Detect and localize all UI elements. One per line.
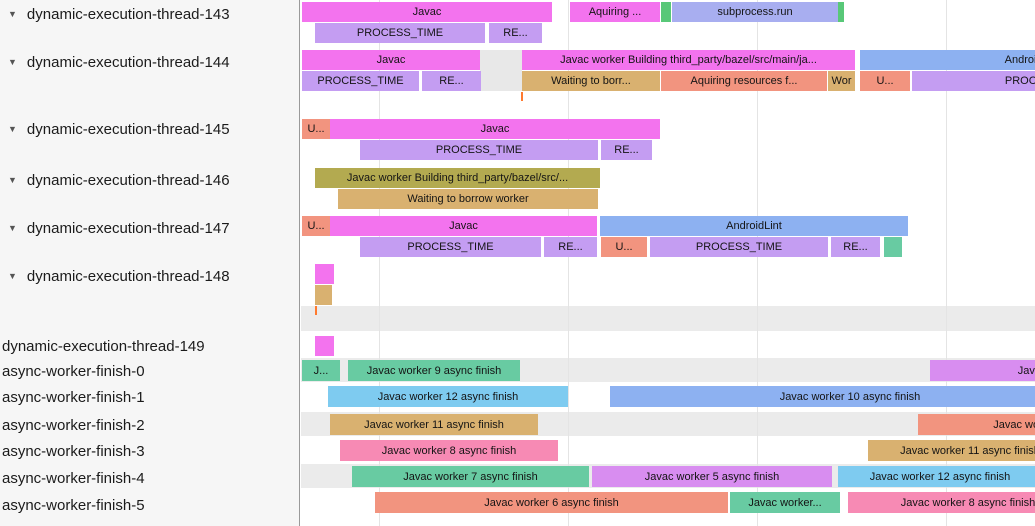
track-label: dynamic-execution-thread-143 (26, 5, 230, 23)
timeline-slice[interactable]: PROCESS_TIME (360, 237, 541, 257)
timeline-slice[interactable]: RE... (831, 237, 880, 257)
time-gridline (379, 0, 380, 526)
track-row-async-worker-finish-3[interactable]: async-worker-finish-3 (0, 440, 299, 462)
timeline-slice[interactable]: Javac worker 11 async finish (330, 414, 538, 435)
timeline-slice[interactable]: Javac worker 12 async finish (328, 386, 568, 407)
track-row-async-worker-finish-4[interactable]: async-worker-finish-4 (0, 467, 299, 489)
timeline-slice[interactable]: PROCESS_TIME (912, 71, 1035, 91)
timeline-slice[interactable]: Waiting to borr... (522, 71, 660, 91)
timeline-slice[interactable]: Javac worker Building third_party/bazel/… (315, 168, 600, 188)
timeline-slice[interactable]: PROCESS_TIME (315, 23, 485, 43)
track-row-dynamic-execution-thread-143[interactable]: ▼ dynamic-execution-thread-143 (0, 3, 299, 25)
timeline-slice[interactable]: Javac worker 11 async finish (868, 440, 1035, 461)
timeline-canvas[interactable]: Javac Aquiring ... subprocess.run PROCESS_T… (301, 0, 1035, 526)
instant-event-tick (315, 306, 317, 315)
timeline-slice[interactable]: subprocess.run (672, 2, 838, 22)
collapse-triangle-icon[interactable]: ▼ (8, 57, 17, 67)
track-row-async-worker-finish-5[interactable]: async-worker-finish-5 (0, 494, 299, 516)
timeline-slice[interactable] (661, 2, 671, 22)
track-row-dynamic-execution-thread-147[interactable]: ▼ dynamic-execution-thread-147 (0, 217, 299, 239)
timeline-slice[interactable]: Javac worker 5 async finish (930, 360, 1035, 381)
timeline-slice[interactable]: Javac worker 7 async finish (352, 466, 589, 487)
timeline-slice[interactable]: Javac (302, 50, 480, 70)
timeline-slice[interactable]: Javac worker 6 async finish (918, 414, 1035, 435)
track-row-async-worker-finish-1[interactable]: async-worker-finish-1 (0, 386, 299, 408)
timeline-slice[interactable]: Javac worker 8 async finish (848, 492, 1035, 513)
timeline-slice[interactable]: U... (302, 119, 330, 139)
track-row-dynamic-execution-thread-149[interactable]: dynamic-execution-thread-149 (0, 335, 299, 357)
timeline-slice[interactable]: RE... (601, 140, 652, 160)
timeline-slice[interactable]: PROCESS_TIME (360, 140, 598, 160)
track-label: async-worker-finish-3 (2, 442, 145, 460)
timeline-slice[interactable]: Aquiring resources f... (661, 71, 827, 91)
timeline-slice[interactable]: AndroidLint (600, 216, 908, 236)
timeline-slice[interactable]: Javac (330, 119, 660, 139)
incomplete-slice-block (480, 50, 522, 91)
timeline-slice[interactable]: Javac worker... (730, 492, 840, 513)
timeline-slice[interactable]: J... (302, 360, 340, 381)
track-row-dynamic-execution-thread-144[interactable]: ▼ dynamic-execution-thread-144 (0, 51, 299, 73)
time-gridline (568, 0, 569, 526)
timeline-slice[interactable] (315, 285, 332, 305)
track-row-async-worker-finish-2[interactable]: async-worker-finish-2 (0, 414, 299, 436)
track-row-async-worker-finish-0[interactable]: async-worker-finish-0 (0, 360, 299, 382)
timeline-slice[interactable]: Javac worker 5 async finish (592, 466, 832, 487)
track-label: dynamic-execution-thread-144 (26, 53, 230, 71)
timeline-slice[interactable]: Javac worker 10 async finish (610, 386, 1035, 407)
track-label: async-worker-finish-5 (2, 496, 145, 514)
track-label: dynamic-execution-thread-147 (26, 219, 230, 237)
timeline-slice[interactable] (838, 2, 844, 22)
track-label: async-worker-finish-1 (2, 388, 145, 406)
track-label-panel: ▼ dynamic-execution-thread-143 ▼ dynamic-ex… (0, 0, 300, 526)
timeline-slice[interactable]: Javac worker Building third_party/bazel/… (522, 50, 855, 70)
track-label: async-worker-finish-0 (2, 362, 145, 380)
track-label: async-worker-finish-2 (2, 416, 145, 434)
timeline-slice[interactable]: RE... (544, 237, 597, 257)
timeline-slice[interactable]: Waiting to borrow worker (338, 189, 598, 209)
timeline-slice[interactable] (884, 237, 902, 257)
timeline-slice[interactable]: U... (302, 216, 330, 236)
timeline-slice[interactable]: Javac worker 6 async finish (375, 492, 728, 513)
collapse-triangle-icon[interactable]: ▼ (8, 271, 17, 281)
timeline-slice[interactable]: Javac (302, 2, 552, 22)
track-label: dynamic-execution-thread-145 (26, 120, 230, 138)
track-row-dynamic-execution-thread-148[interactable]: ▼ dynamic-execution-thread-148 (0, 265, 299, 287)
timeline-slice[interactable]: PROCESS_TIME (650, 237, 828, 257)
timeline-slice[interactable]: AndroidLint (860, 50, 1035, 70)
timeline-slice[interactable]: Javac worker 8 async finish (340, 440, 558, 461)
timeline-slice[interactable]: RE... (422, 71, 481, 91)
track-label: async-worker-finish-4 (2, 469, 145, 487)
track-label: dynamic-execution-thread-149 (2, 337, 205, 355)
time-gridline (757, 0, 758, 526)
timeline-slice[interactable]: U... (601, 237, 647, 257)
timeline-slice[interactable]: RE... (489, 23, 542, 43)
timeline-slice[interactable]: Aquiring ... (570, 2, 660, 22)
track-row-dynamic-execution-thread-145[interactable]: ▼ dynamic-execution-thread-145 (0, 118, 299, 140)
collapse-triangle-icon[interactable]: ▼ (8, 124, 17, 134)
collapse-triangle-icon[interactable]: ▼ (8, 9, 17, 19)
instant-event-tick (521, 92, 523, 101)
timeline-slice[interactable] (315, 336, 334, 356)
timeline-slice[interactable]: PROCESS_TIME (302, 71, 419, 91)
collapse-triangle-icon[interactable]: ▼ (8, 175, 17, 185)
timeline-slice[interactable]: Javac worker 12 async finish (838, 466, 1035, 487)
timeline-slice[interactable]: Javac worker 9 async finish (348, 360, 520, 381)
timeline-slice[interactable] (315, 264, 334, 284)
time-gridline (946, 0, 947, 526)
empty-track-strip (301, 306, 1035, 331)
timeline-slice[interactable]: U... (860, 71, 910, 91)
timeline-slice[interactable]: Wor (828, 71, 855, 91)
timeline-slice[interactable]: Javac (330, 216, 597, 236)
track-label: dynamic-execution-thread-148 (26, 267, 230, 285)
collapse-triangle-icon[interactable]: ▼ (8, 223, 17, 233)
track-label: dynamic-execution-thread-146 (26, 171, 230, 189)
track-row-dynamic-execution-thread-146[interactable]: ▼ dynamic-execution-thread-146 (0, 169, 299, 191)
